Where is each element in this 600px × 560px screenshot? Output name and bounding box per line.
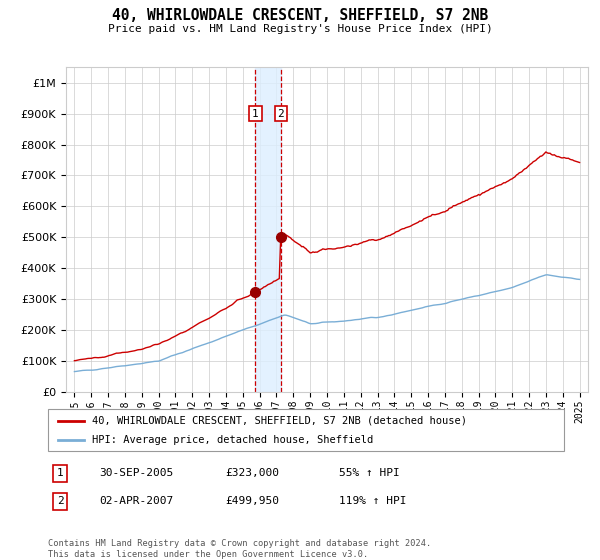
Text: 119% ↑ HPI: 119% ↑ HPI [339,496,407,506]
Text: 2: 2 [56,496,64,506]
Text: 1: 1 [252,109,259,119]
Text: 55% ↑ HPI: 55% ↑ HPI [339,468,400,478]
Text: £323,000: £323,000 [225,468,279,478]
Text: Price paid vs. HM Land Registry's House Price Index (HPI): Price paid vs. HM Land Registry's House … [107,24,493,34]
Bar [256,67,281,392]
Text: 1: 1 [56,468,64,478]
Text: 02-APR-2007: 02-APR-2007 [99,496,173,506]
Text: Contains HM Land Registry data © Crown copyright and database right 2024.
This d: Contains HM Land Registry data © Crown c… [48,539,431,559]
Text: 2: 2 [277,109,284,119]
Text: £499,950: £499,950 [225,496,279,506]
FancyBboxPatch shape [48,409,564,451]
Text: HPI: Average price, detached house, Sheffield: HPI: Average price, detached house, Shef… [92,435,373,445]
Text: 40, WHIRLOWDALE CRESCENT, SHEFFIELD, S7 2NB: 40, WHIRLOWDALE CRESCENT, SHEFFIELD, S7 … [112,8,488,24]
Text: 40, WHIRLOWDALE CRESCENT, SHEFFIELD, S7 2NB (detached house): 40, WHIRLOWDALE CRESCENT, SHEFFIELD, S7 … [92,416,467,426]
Text: 30-SEP-2005: 30-SEP-2005 [99,468,173,478]
